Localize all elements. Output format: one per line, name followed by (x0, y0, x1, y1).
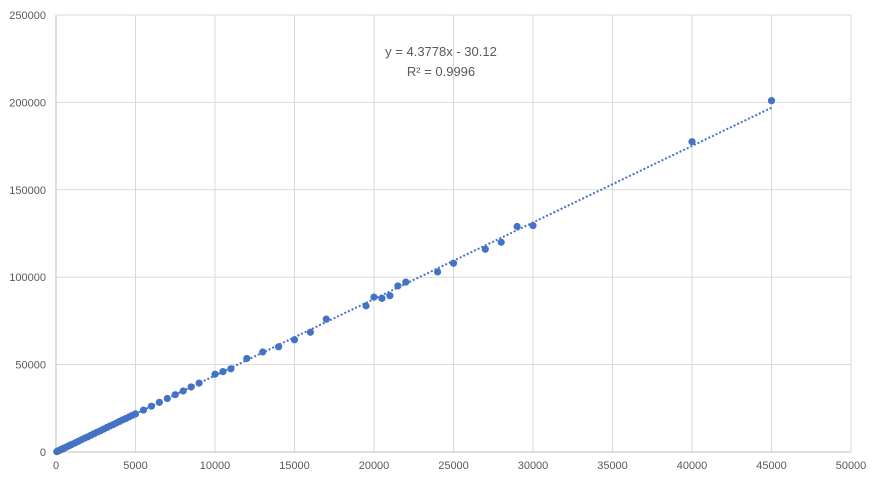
x-tick-label: 0 (53, 460, 59, 472)
data-point (243, 354, 251, 363)
data-point (434, 268, 442, 276)
x-tick-label: 20000 (359, 460, 390, 472)
data-point (449, 259, 458, 267)
gridlines (56, 14, 852, 452)
data-point (497, 238, 505, 246)
data-point (147, 402, 155, 410)
data-point (219, 367, 227, 376)
x-tick-label: 25000 (438, 460, 469, 472)
data-points (53, 97, 776, 456)
data-point (378, 294, 386, 302)
data-point (259, 348, 267, 356)
x-tick-label: 10000 (200, 460, 231, 472)
data-point (322, 315, 330, 323)
x-tick-label: 50000 (836, 460, 867, 472)
data-point (394, 282, 402, 290)
data-point (362, 302, 370, 310)
trendline-r2-label: R² = 0.9996 (407, 64, 475, 79)
data-point (402, 278, 410, 286)
trendline-equation-label: y = 4.3778x - 30.12 (385, 44, 497, 59)
data-point (171, 391, 179, 399)
y-tick-label: 250000 (9, 10, 46, 22)
data-point (275, 343, 283, 351)
data-point (139, 406, 148, 414)
data-point (529, 222, 537, 230)
data-point (179, 387, 187, 395)
data-point (386, 292, 394, 300)
data-point (290, 336, 299, 344)
data-point (688, 138, 696, 146)
axes (55, 15, 851, 453)
data-point (513, 222, 521, 231)
y-tick-label: 100000 (9, 272, 46, 284)
data-point (131, 410, 140, 418)
x-tick-label: 45000 (756, 460, 787, 472)
y-tick-label: 200000 (9, 97, 46, 109)
y-tick-label: 150000 (9, 185, 46, 197)
x-tick-label: 5000 (123, 460, 147, 472)
tick-labels: 0 5000 10000 15000 20000 25000 30000 35000 40000… (9, 10, 866, 472)
data-point (481, 245, 489, 253)
data-point (370, 293, 378, 301)
data-point (155, 398, 163, 406)
data-point (195, 379, 203, 387)
trendline-path (55, 106, 772, 453)
data-point (767, 97, 776, 105)
data-point (211, 370, 219, 378)
x-tick-label: 30000 (518, 460, 549, 472)
y-tick-label: 0 (40, 447, 46, 459)
data-point (306, 328, 314, 336)
data-point (163, 394, 171, 403)
trendline (55, 106, 772, 453)
x-tick-label: 35000 (597, 460, 628, 472)
x-tick-label: 40000 (677, 460, 708, 472)
y-tick-label: 50000 (15, 360, 46, 372)
data-point (187, 383, 195, 391)
x-tick-label: 15000 (279, 460, 310, 472)
data-point (227, 365, 235, 373)
